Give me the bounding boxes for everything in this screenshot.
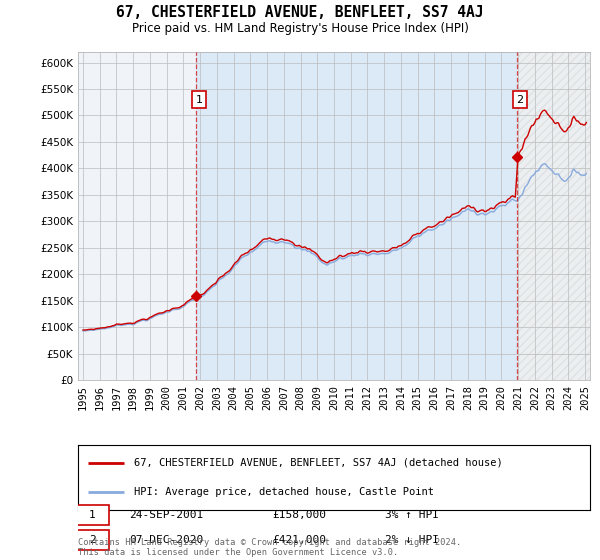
FancyBboxPatch shape — [76, 530, 109, 550]
Text: 67, CHESTERFIELD AVENUE, BENFLEET, SS7 4AJ (detached house): 67, CHESTERFIELD AVENUE, BENFLEET, SS7 4… — [134, 458, 503, 468]
Text: 3% ↑ HPI: 3% ↑ HPI — [385, 510, 439, 520]
Text: 1: 1 — [196, 95, 202, 105]
Bar — [196, 52, 517, 380]
Bar — [517, 52, 590, 380]
Text: £158,000: £158,000 — [272, 510, 326, 520]
Text: 2% ↓ HPI: 2% ↓ HPI — [385, 535, 439, 545]
Text: £421,000: £421,000 — [272, 535, 326, 545]
Text: 2: 2 — [517, 95, 524, 105]
Text: 2: 2 — [89, 535, 95, 545]
FancyBboxPatch shape — [76, 505, 109, 525]
Text: 24-SEP-2001: 24-SEP-2001 — [129, 510, 203, 520]
Text: HPI: Average price, detached house, Castle Point: HPI: Average price, detached house, Cast… — [134, 487, 434, 497]
Text: 07-DEC-2020: 07-DEC-2020 — [129, 535, 203, 545]
Text: 67, CHESTERFIELD AVENUE, BENFLEET, SS7 4AJ: 67, CHESTERFIELD AVENUE, BENFLEET, SS7 4… — [116, 5, 484, 20]
Text: 1: 1 — [89, 510, 95, 520]
Text: Contains HM Land Registry data © Crown copyright and database right 2024.
This d: Contains HM Land Registry data © Crown c… — [78, 538, 461, 557]
Text: Price paid vs. HM Land Registry's House Price Index (HPI): Price paid vs. HM Land Registry's House … — [131, 22, 469, 35]
